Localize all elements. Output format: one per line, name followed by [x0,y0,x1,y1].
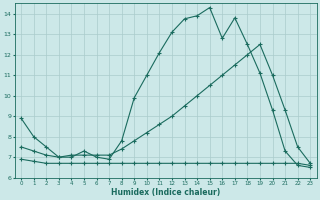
X-axis label: Humidex (Indice chaleur): Humidex (Indice chaleur) [111,188,220,197]
